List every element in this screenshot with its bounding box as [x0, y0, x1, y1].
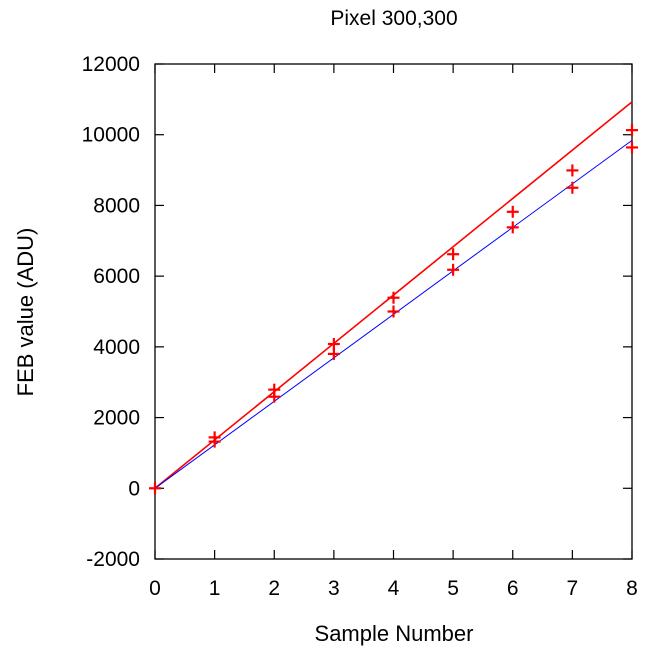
y-tick-label: 8000: [93, 194, 140, 217]
y-tick-label: 2000: [93, 407, 140, 430]
x-axis-label: Sample Number: [315, 621, 474, 646]
y-tick-label: 12000: [82, 53, 140, 76]
data-point: [208, 435, 221, 448]
data-point: [566, 164, 579, 177]
data-point: [506, 221, 519, 234]
data-point: [387, 291, 400, 304]
x-axis: 0 1 2 3 4 5 6 7 8: [149, 64, 638, 600]
x-tick-label: 2: [268, 577, 280, 600]
x-tick-label: 6: [507, 577, 519, 600]
x-tick-label: 4: [388, 577, 400, 600]
data-points: [149, 124, 638, 495]
data-point: [327, 347, 340, 360]
data-point: [149, 482, 161, 495]
y-tick-label: 0: [128, 477, 140, 500]
y-tick-label: 10000: [82, 124, 140, 147]
data-point: [387, 305, 400, 318]
x-tick-label: 3: [328, 577, 340, 600]
data-point: [447, 263, 460, 276]
x-tick-label: 5: [447, 577, 459, 600]
y-tick-label: -2000: [86, 548, 140, 571]
x-tick-label: 8: [626, 577, 638, 600]
data-point: [626, 124, 638, 137]
y-axis: -2000 0 2000 4000 6000 8000 10000 12000: [82, 53, 632, 571]
data-point: [268, 390, 281, 403]
y-axis-label: FEB value (ADU): [13, 228, 38, 397]
y-tick-label: 4000: [93, 336, 140, 359]
x-tick-label: 7: [567, 577, 579, 600]
chart-title: Pixel 300,300: [330, 7, 457, 30]
data-point: [566, 181, 579, 194]
x-tick-label: 0: [149, 577, 161, 600]
data-point: [626, 141, 638, 154]
data-point: [447, 248, 460, 261]
x-tick-label: 1: [209, 577, 221, 600]
y-tick-label: 6000: [93, 265, 140, 288]
data-point: [506, 205, 519, 218]
